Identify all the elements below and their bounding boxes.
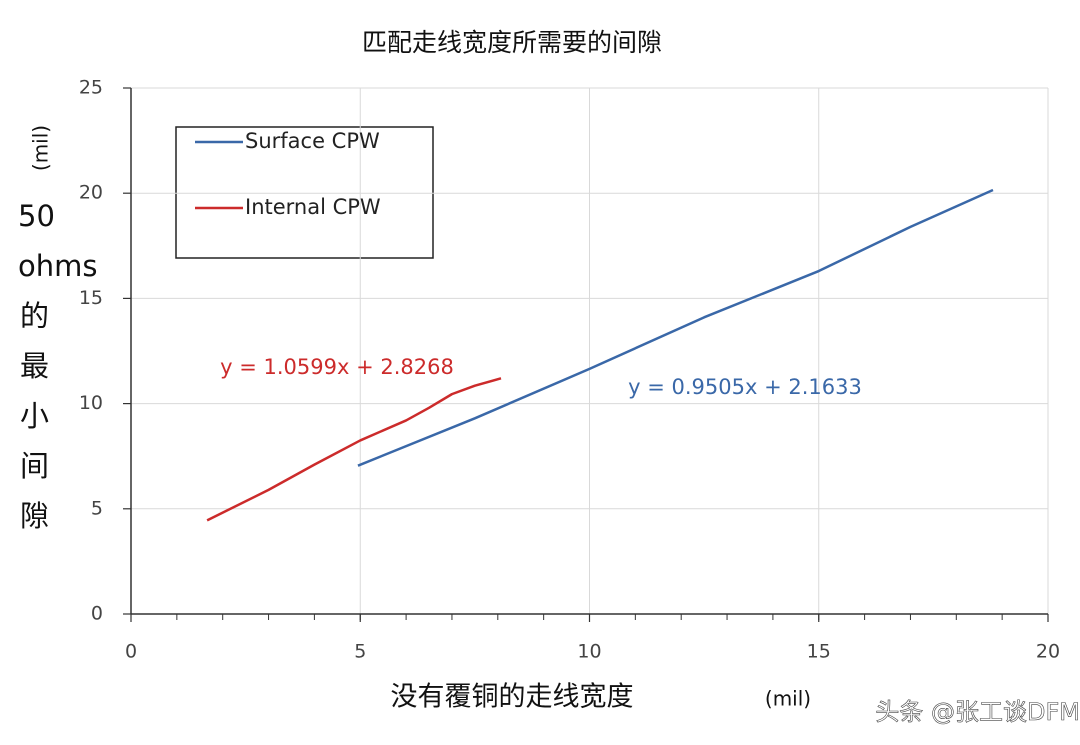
- legend-label: Surface CPW: [245, 129, 380, 153]
- y-tick-label: 10: [79, 392, 103, 414]
- y-axis-label: 的: [20, 299, 49, 333]
- y-tick-label: 5: [91, 497, 103, 519]
- y-tick-label: 15: [79, 287, 103, 309]
- y-axis-label: 小: [20, 399, 49, 433]
- x-axis-label: 没有覆铜的走线宽度: [391, 682, 634, 713]
- x-tick-label: 15: [807, 641, 831, 663]
- y-axis-unit: (mil): [29, 125, 53, 171]
- legend-box: [175, 126, 434, 259]
- y-axis-label: 最: [20, 349, 49, 383]
- y-tick-label: 20: [79, 182, 103, 204]
- y-axis-label: ohms: [18, 249, 97, 283]
- y-tick-label: 25: [79, 77, 103, 99]
- trend-equation: y = 0.9505x + 2.1633: [628, 375, 862, 399]
- y-axis-label: 50: [18, 199, 55, 233]
- series-line: [206, 377, 502, 522]
- y-axis-label: 间: [20, 449, 49, 483]
- watermark: 头条 @张工谈DFM: [875, 698, 1080, 726]
- chart-title: 匹配走线宽度所需要的间隙: [362, 28, 662, 57]
- y-axis-label: 隙: [20, 499, 49, 533]
- series-line: [357, 188, 994, 467]
- x-tick-label: 0: [125, 641, 137, 663]
- x-tick-label: 10: [577, 641, 601, 663]
- trend-equation: y = 1.0599x + 2.8268: [220, 355, 454, 379]
- legend-label: Internal CPW: [245, 195, 381, 219]
- x-tick-label: 5: [354, 641, 366, 663]
- x-axis-unit: (mil): [765, 687, 811, 711]
- y-tick-label: 0: [91, 603, 103, 625]
- x-tick-label: 20: [1036, 641, 1060, 663]
